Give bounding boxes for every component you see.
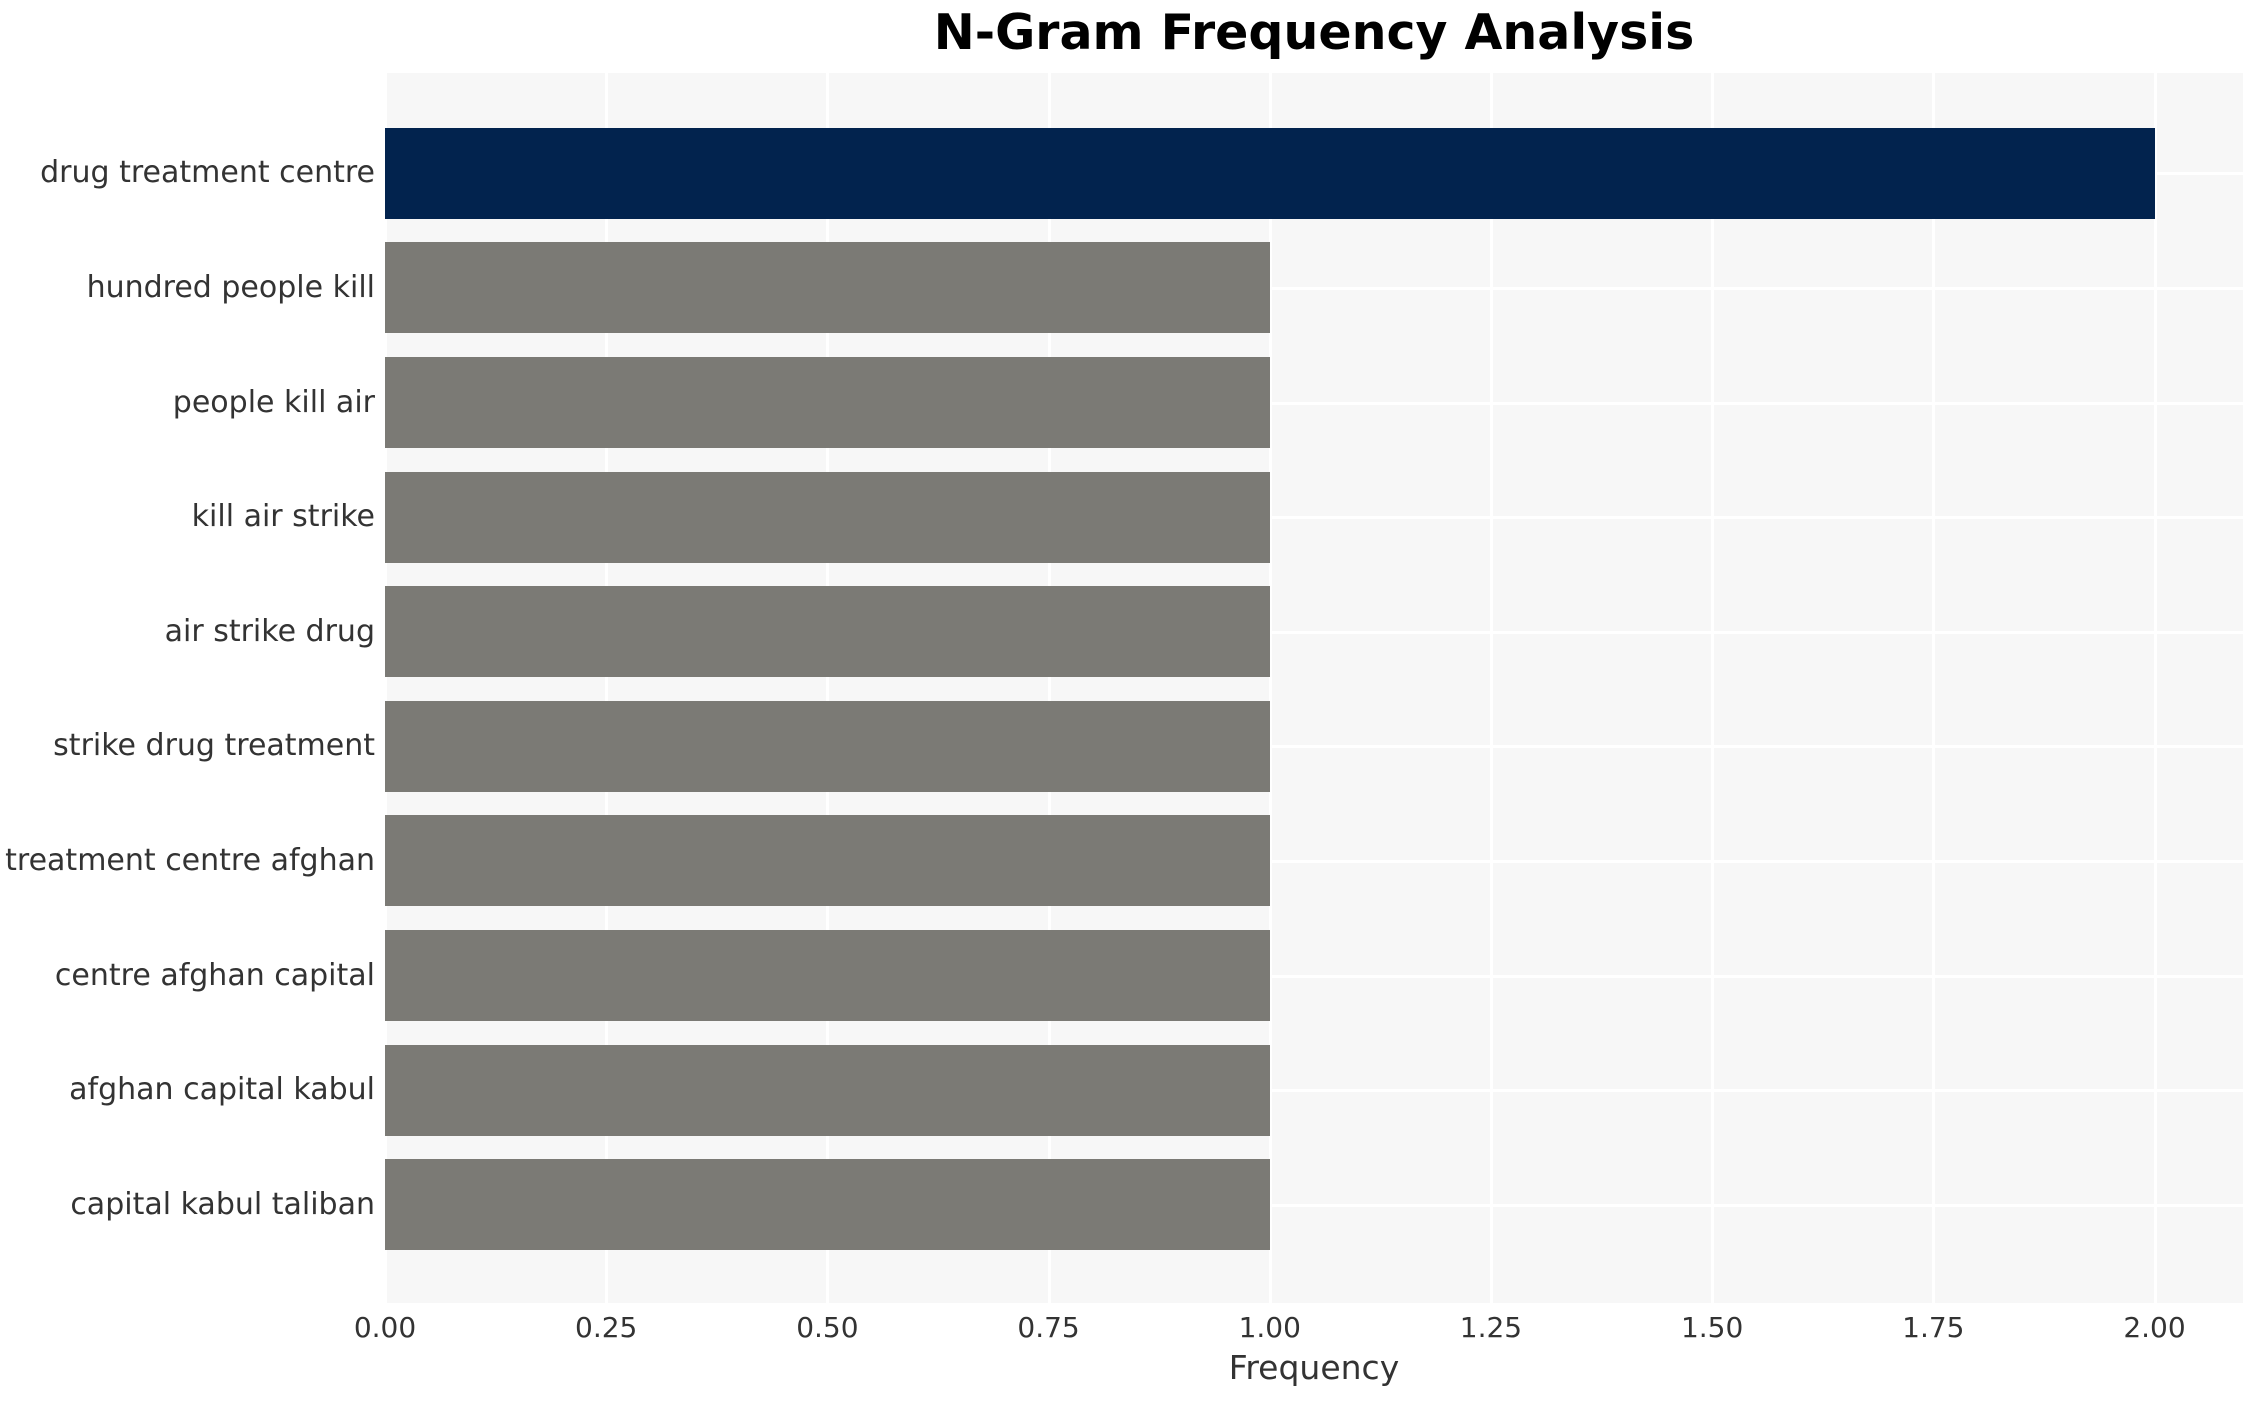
x-axis-tick-label: 2.00 [2123,1311,2186,1344]
x-gridline [1711,73,1715,1303]
y-gridline [385,401,2243,405]
x-gridline [605,73,609,1303]
bar [385,357,1270,448]
bar [385,815,1270,907]
bar [385,1044,1270,1136]
bar [385,471,1270,563]
y-gridline [385,630,2243,634]
y-axis-label: treatment centre afghan [5,842,375,878]
y-axis-label: capital kabul taliban [70,1186,375,1222]
bar [385,1159,1270,1251]
y-gridline [385,516,2243,520]
y-gridline [385,1089,2243,1093]
x-gridline [1268,73,1272,1303]
x-gridline [2153,73,2157,1303]
y-axis-label: strike drug treatment [53,728,375,764]
y-gridline [385,1203,2243,1207]
x-axis-label: Frequency [1228,1348,1400,1387]
x-axis-tick-label: 0.50 [796,1311,859,1344]
bar [385,242,1270,334]
y-gridline [385,859,2243,863]
chart-title: N-Gram Frequency Analysis [933,4,1695,61]
y-axis-label: afghan capital kabul [69,1072,375,1108]
x-axis-tick-label: 0.25 [575,1311,638,1344]
x-axis-tick-label: 1.25 [1459,1311,1523,1344]
x-gridline [385,73,387,1303]
bar [385,930,1270,1021]
x-axis-tick-label: 0.00 [353,1311,417,1344]
bar [385,700,1270,792]
y-gridline [385,286,2243,290]
y-axis-label: air strike drug [164,613,375,649]
x-axis-tick-label: 0.75 [1017,1311,1080,1344]
x-gridline [1489,73,1493,1303]
bar [385,586,1270,678]
bar [385,127,2155,219]
y-axis-label: hundred people kill [86,269,375,305]
x-gridline [1932,73,1936,1303]
y-axis-label: centre afghan capital [54,957,375,993]
y-axis-label: drug treatment centre [40,155,375,191]
y-axis-label: kill air strike [191,499,375,535]
x-gridline [1047,73,1051,1303]
y-axis-label: people kill air [172,384,375,420]
x-axis-tick-label: 1.00 [1238,1311,1301,1344]
y-gridline [385,974,2243,978]
plot-area [385,73,2243,1303]
x-gridline [826,73,830,1303]
x-axis-tick-label: 1.75 [1902,1311,1965,1344]
y-gridline [385,745,2243,749]
x-axis-tick-label: 1.50 [1680,1311,1744,1344]
